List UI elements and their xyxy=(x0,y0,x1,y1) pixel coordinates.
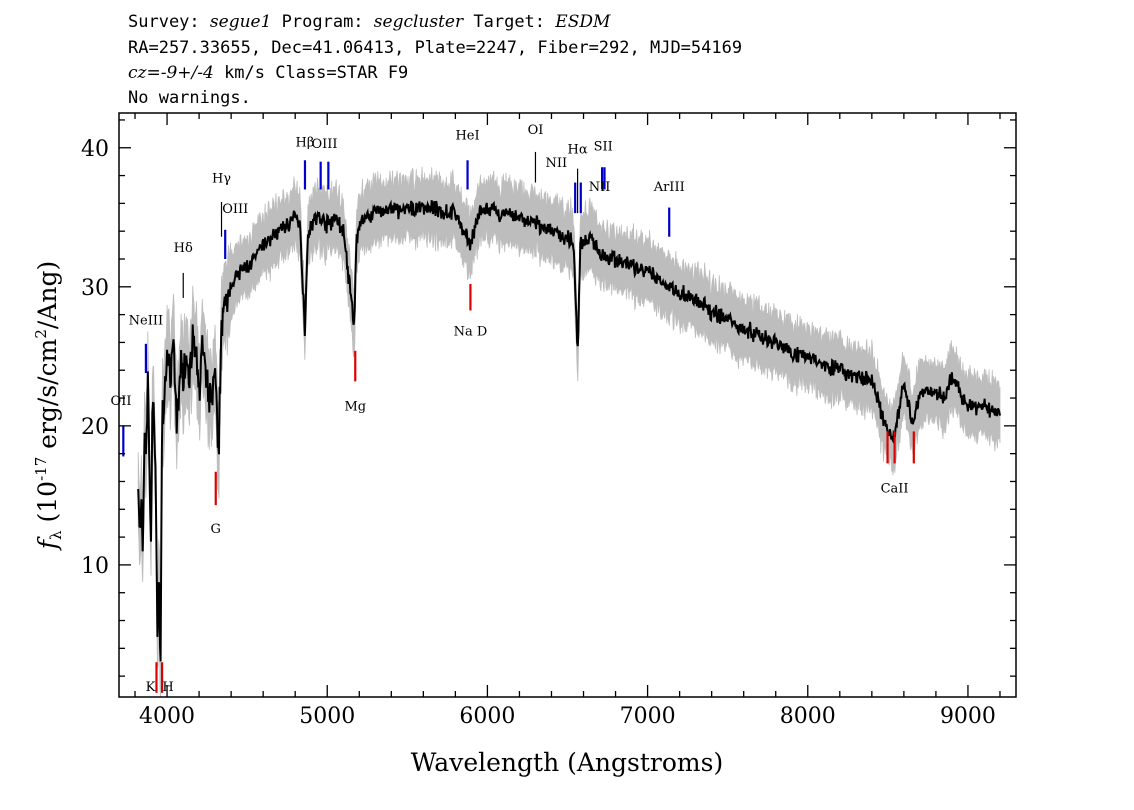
x-tick-label: 9000 xyxy=(940,704,996,729)
target-value: ESDM xyxy=(555,12,611,32)
line-label: HeI xyxy=(455,128,479,143)
line-label: K xyxy=(146,680,156,695)
line-label: Hα xyxy=(568,142,588,157)
y-axis-title: fλ (10-17 erg/s/cm2/Ang) xyxy=(32,261,65,551)
y-tick-label: 20 xyxy=(81,415,109,440)
plot-frame xyxy=(118,112,1017,698)
header-line-4: No warnings. xyxy=(128,88,251,108)
header-line-1: Survey: segue1 Program: segcluster Targe… xyxy=(128,12,610,32)
line-label: CaII xyxy=(881,482,909,497)
line-label: OII xyxy=(111,394,132,409)
cz-label: cz= xyxy=(128,63,161,83)
line-label: ArIII xyxy=(653,180,685,195)
header-line-3: cz=-9+/-4 km/s Class=STAR F9 xyxy=(128,63,408,83)
line-label: NII xyxy=(589,180,611,195)
line-label: OIII xyxy=(311,137,337,152)
line-label: OI xyxy=(528,123,544,138)
cz-value: -9+/-4 xyxy=(160,63,214,83)
survey-label: Survey: xyxy=(128,12,200,32)
header-line-2: RA=257.33655, Dec=41.06413, Plate=2247, … xyxy=(128,38,743,58)
y-tick-label: 10 xyxy=(81,554,109,579)
line-label: H xyxy=(162,680,173,695)
error-band xyxy=(137,166,1001,697)
line-label: G xyxy=(211,522,221,537)
line-label: NeIII xyxy=(129,313,163,328)
x-tick-label: 5000 xyxy=(299,704,355,729)
program-label: Program: xyxy=(281,12,364,32)
line-label: OIII xyxy=(222,202,248,217)
axes: 4000 5000 6000 7000 8000 9000 10 20 30 40 xyxy=(81,113,1016,729)
survey-value: segue1 xyxy=(209,12,272,32)
x-tick-label: 6000 xyxy=(459,704,515,729)
line-label: Hδ xyxy=(174,241,193,256)
y-tick-label: 40 xyxy=(81,137,109,162)
x-tick-label: 4000 xyxy=(139,704,195,729)
flux-series xyxy=(137,199,1001,662)
target-label: Target: xyxy=(473,12,546,32)
x-tick-label: 8000 xyxy=(780,704,836,729)
line-label: Na D xyxy=(454,324,488,339)
y-tick-label: 30 xyxy=(81,276,109,301)
line-label: Hβ xyxy=(296,135,315,150)
flux-line xyxy=(137,199,1001,662)
error-band-area xyxy=(137,166,1001,697)
line-label: SII xyxy=(594,140,613,155)
cz-rest: km/s Class=STAR F9 xyxy=(213,63,409,83)
line-label: NII xyxy=(546,156,568,171)
x-tick-label: 7000 xyxy=(620,704,676,729)
line-label: Hγ xyxy=(212,172,231,187)
line-label: Mg xyxy=(344,400,366,415)
program-value: segcluster xyxy=(373,12,464,32)
x-axis-title: Wavelength (Angstroms) xyxy=(411,748,723,777)
